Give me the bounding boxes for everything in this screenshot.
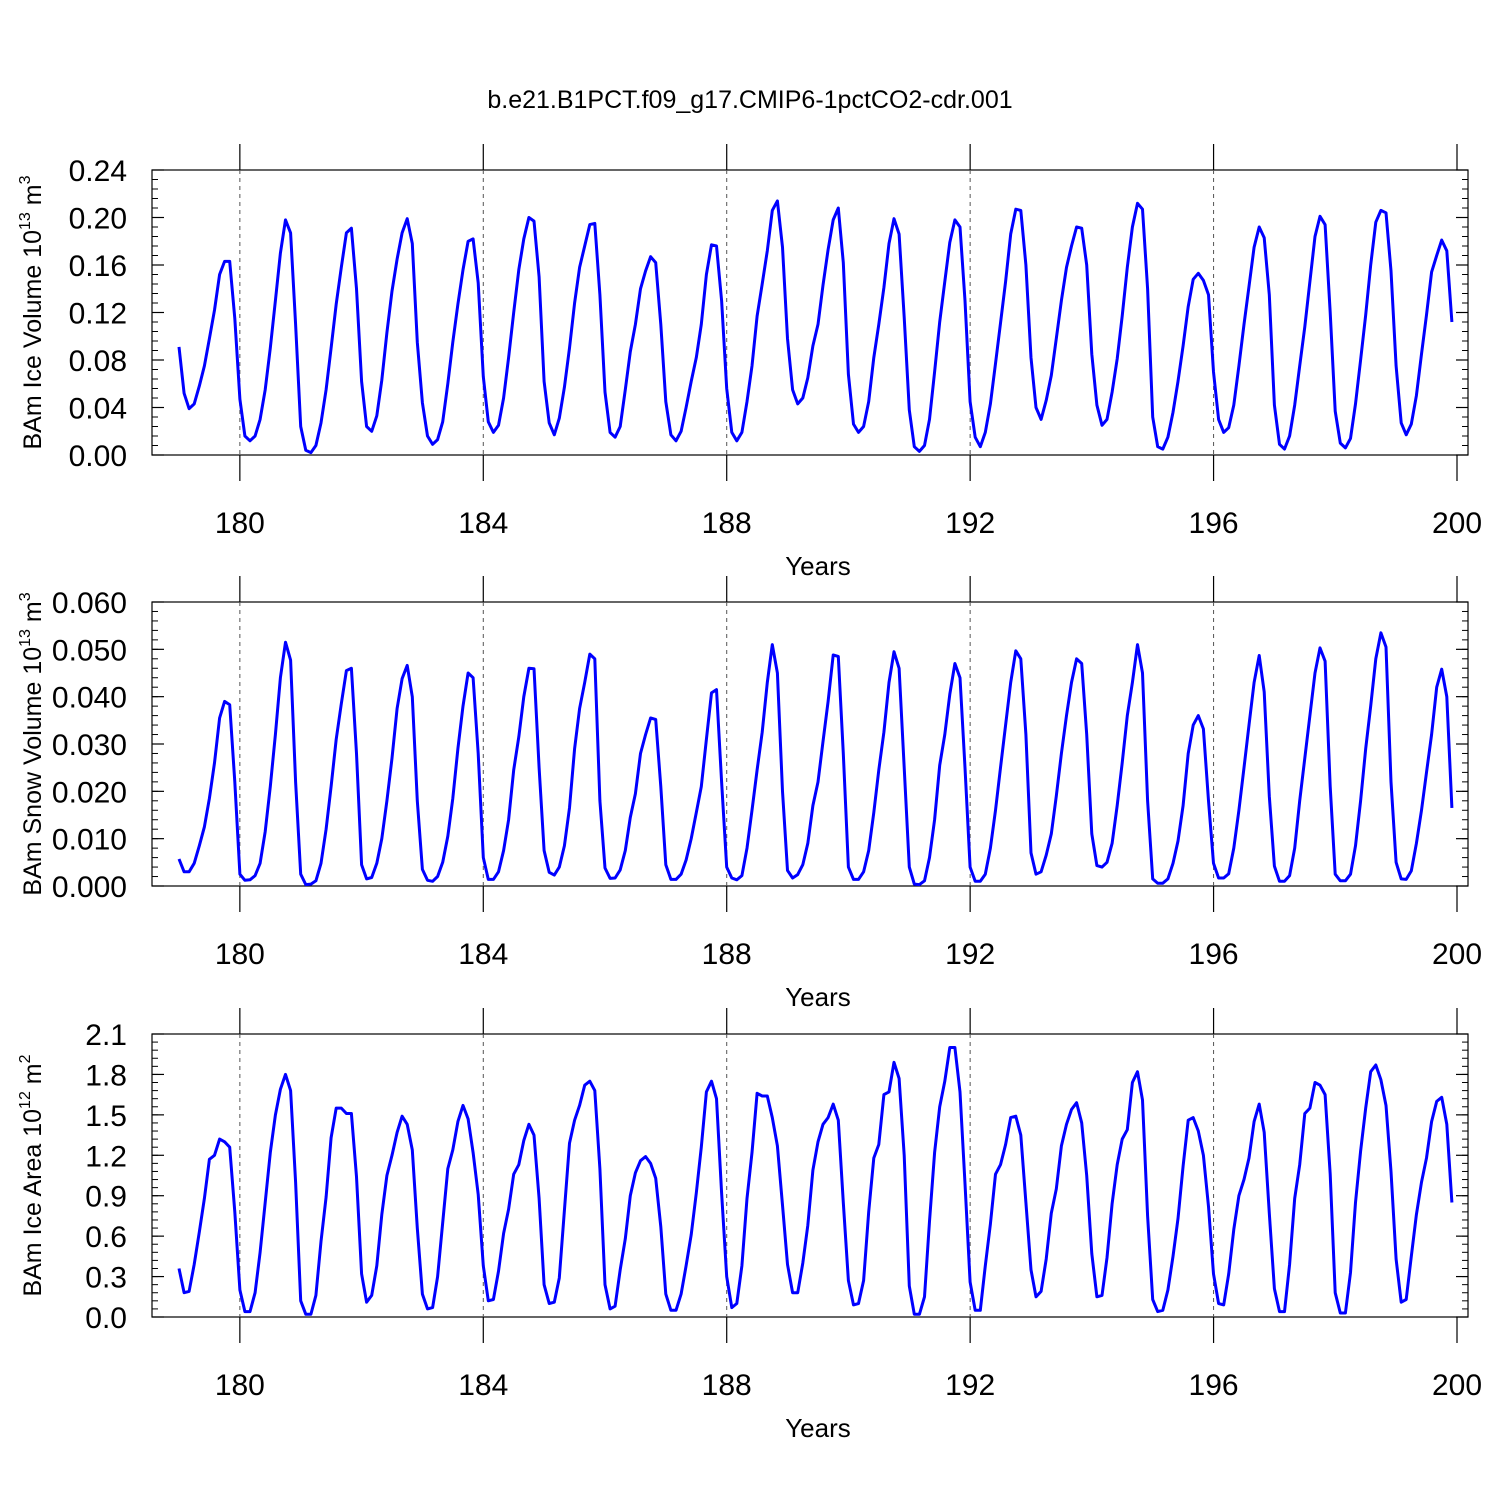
y-tick-label: 0.3	[85, 1262, 127, 1295]
panels-group: 0.00 0.04 0.08 0.12 0.16 0.20 0.24 180 184 188 192…	[17, 144, 1482, 1443]
x-axis-label: Years	[785, 982, 851, 1012]
figure-title: b.e21.B1PCT.f09_g17.CMIP6-1pctCO2-cdr.00…	[487, 86, 1012, 114]
y-tick-label: 0.040	[52, 682, 127, 715]
x-tick-label: 180	[215, 1369, 265, 1402]
y-tick-label: 0.010	[52, 824, 127, 857]
y-tick-label: 0.030	[52, 729, 127, 762]
y-axis-label-part: 3	[17, 592, 34, 601]
y-tick-label: 0.20	[69, 203, 127, 236]
x-tick-label: 196	[1189, 938, 1239, 971]
chart-panel-1: 0.00 0.04 0.08 0.12 0.16 0.20 0.24 180 184 188 192…	[17, 144, 1482, 581]
x-tick-label: 188	[702, 938, 752, 971]
y-tick-label: 0.00	[69, 440, 127, 473]
y-axis-label-part: m	[19, 601, 47, 629]
x-tick-label: 184	[458, 507, 508, 540]
x-tick-label: 200	[1432, 1369, 1482, 1402]
y-axis-label-part: 3	[17, 175, 34, 184]
y-tick-label: 0.060	[52, 587, 127, 620]
y-tick-label: 2.1	[85, 1019, 127, 1052]
y-tick-label: 1.2	[85, 1140, 127, 1173]
x-axis-label: Years	[785, 1413, 851, 1443]
y-tick-label: 1.8	[85, 1059, 127, 1092]
y-tick-label: 0.050	[52, 634, 127, 667]
y-tick-label: 0.24	[69, 155, 127, 188]
series-line	[177, 1046, 1454, 1316]
y-axis-label-part: m	[19, 184, 47, 212]
y-axis-label-part: 13	[17, 629, 34, 647]
y-tick-label: 0.16	[69, 250, 127, 283]
y-tick-label: 0.6	[85, 1221, 127, 1254]
chart-panel-2: 0.000 0.010 0.020 0.030 0.040 0.050 0.060 180 18…	[17, 576, 1482, 1012]
x-tick-label: 196	[1189, 507, 1239, 540]
x-tick-label: 192	[945, 507, 995, 540]
chart-panel-3: 0.0 0.3 0.6 0.9 1.2 1.5 1.8 2.1 180 184 188 192 196 2…	[17, 1008, 1482, 1443]
y-axis-label-part: BAm Snow Volume 10	[19, 647, 47, 896]
x-tick-label: 184	[458, 1369, 508, 1402]
plot-frame	[151, 1033, 1469, 1318]
y-tick-label: 0.020	[52, 776, 127, 809]
x-tick-label: 196	[1189, 1369, 1239, 1402]
x-tick-label: 180	[215, 938, 265, 971]
y-tick-label: 0.000	[52, 871, 127, 904]
y-axis-label: BAm Snow Volume 1013 m3	[17, 592, 47, 895]
y-axis-label-part: 2	[17, 1054, 34, 1063]
x-tick-label: 200	[1432, 507, 1482, 540]
y-axis-label-part: BAm Ice Volume 10	[19, 230, 47, 450]
x-tick-label: 188	[702, 1369, 752, 1402]
x-tick-label: 192	[945, 938, 995, 971]
y-axis-label-part: 12	[17, 1091, 34, 1109]
y-axis-label-part: 13	[17, 212, 34, 230]
y-axis-label: BAm Ice Volume 1013 m3	[17, 175, 47, 449]
y-axis-label-part: BAm Ice Area 10	[19, 1109, 47, 1297]
x-tick-label: 180	[215, 507, 265, 540]
y-tick-label: 1.5	[85, 1100, 127, 1133]
y-tick-label: 0.12	[69, 298, 127, 331]
y-tick-label: 0.04	[69, 393, 127, 426]
series-line	[177, 631, 1454, 887]
x-axis-label: Years	[785, 551, 851, 581]
y-tick-label: 0.0	[85, 1302, 127, 1335]
y-tick-label: 0.08	[69, 345, 127, 378]
y-axis-label: BAm Ice Area 1012 m2	[17, 1054, 47, 1296]
x-tick-label: 184	[458, 938, 508, 971]
y-axis-label-part: m	[19, 1063, 47, 1091]
x-tick-label: 188	[702, 507, 752, 540]
series-line	[177, 199, 1454, 455]
x-tick-label: 192	[945, 1369, 995, 1402]
y-tick-label: 0.9	[85, 1181, 127, 1214]
x-tick-label: 200	[1432, 938, 1482, 971]
